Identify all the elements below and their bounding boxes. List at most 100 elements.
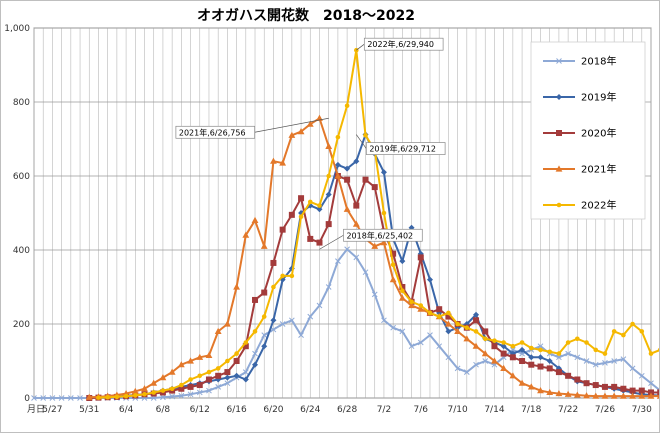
data-point — [362, 269, 369, 276]
data-point — [436, 314, 442, 319]
data-point — [307, 235, 314, 242]
data-point — [352, 220, 360, 227]
data-point — [510, 343, 516, 349]
data-point — [344, 246, 350, 253]
data-point — [556, 58, 562, 64]
data-point — [288, 317, 295, 324]
data-point — [298, 195, 305, 202]
data-point — [353, 254, 360, 261]
data-point — [343, 205, 351, 212]
data-point — [418, 303, 424, 308]
data-point — [31, 395, 37, 401]
data-point — [518, 379, 526, 386]
data-point — [279, 321, 286, 327]
data-point — [334, 172, 342, 179]
data-point — [620, 385, 627, 392]
data-point — [473, 329, 479, 334]
data-point — [307, 313, 314, 320]
data-point — [592, 361, 599, 368]
data-point — [473, 361, 479, 368]
data-point — [592, 382, 599, 389]
data-point — [426, 276, 433, 283]
series-line — [34, 248, 659, 399]
data-point — [261, 332, 268, 338]
data-point — [509, 372, 517, 379]
data-point — [252, 296, 259, 303]
data-point — [454, 327, 462, 334]
data-point — [280, 273, 285, 279]
y-tick-label: 600 — [13, 172, 30, 182]
data-point — [371, 242, 379, 249]
data-point — [251, 216, 259, 223]
data-point — [205, 376, 212, 383]
data-point — [178, 385, 185, 392]
data-point — [40, 395, 47, 401]
data-point — [233, 372, 240, 379]
data-point — [344, 165, 351, 172]
data-point — [629, 387, 636, 394]
x-tick-label: 6/12 — [190, 405, 210, 415]
callout-leader — [254, 117, 329, 133]
data-point — [408, 301, 415, 309]
data-point — [298, 214, 304, 219]
callout-leader — [356, 43, 365, 51]
data-point — [455, 321, 460, 327]
y-tick-label: 800 — [13, 98, 30, 108]
data-point — [252, 350, 258, 357]
callout-label: 2019年,6/29,712 — [369, 144, 436, 154]
data-point — [85, 393, 93, 400]
data-point — [371, 291, 378, 298]
x-tick-label: 7/26 — [595, 405, 615, 415]
data-point — [408, 343, 415, 350]
data-point — [400, 288, 405, 294]
data-point — [500, 343, 507, 350]
legend-label: 2021年 — [581, 163, 616, 176]
data-point — [335, 258, 341, 264]
data-point — [399, 328, 406, 335]
data-point — [334, 161, 341, 168]
data-point — [325, 142, 333, 149]
legend-label: 2022年 — [581, 199, 616, 212]
data-point — [472, 342, 480, 349]
data-point — [583, 380, 590, 387]
data-point — [657, 347, 659, 352]
data-point — [611, 383, 618, 390]
data-point — [306, 120, 314, 127]
data-point — [601, 383, 608, 390]
series-2022年 — [96, 47, 659, 400]
data-point — [417, 339, 424, 346]
data-point — [114, 394, 120, 400]
data-point — [482, 336, 488, 342]
data-point — [270, 157, 277, 164]
data-point — [271, 284, 276, 290]
y-tick-label: 0 — [24, 394, 30, 404]
data-point — [224, 380, 231, 387]
data-point — [196, 382, 203, 389]
data-point — [335, 134, 341, 140]
data-point — [169, 393, 175, 400]
data-point — [473, 317, 480, 324]
data-point — [445, 354, 452, 361]
data-point — [159, 374, 167, 381]
data-point — [638, 392, 646, 399]
data-point — [289, 273, 295, 279]
data-point — [657, 389, 659, 396]
data-point — [316, 114, 323, 121]
data-point — [160, 394, 166, 401]
data-point — [49, 395, 56, 401]
data-point — [639, 329, 645, 334]
data-point — [325, 284, 332, 290]
data-point — [501, 340, 506, 345]
data-point — [179, 382, 184, 388]
x-tick-label: 7/6 — [414, 405, 429, 415]
data-point — [390, 262, 396, 268]
data-point — [519, 358, 526, 364]
data-point — [445, 320, 452, 327]
data-point — [316, 206, 323, 213]
data-point — [252, 361, 259, 368]
data-point — [142, 392, 147, 397]
data-point — [225, 358, 230, 364]
data-point — [279, 226, 286, 233]
data-point — [546, 388, 554, 396]
x-tick-label: 7/18 — [521, 405, 541, 415]
